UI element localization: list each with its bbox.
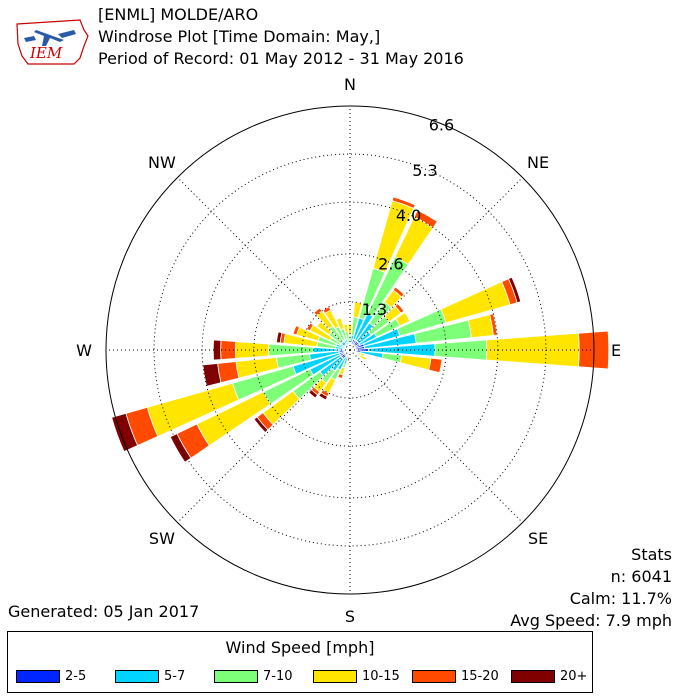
legend-label: 5-7 bbox=[164, 668, 186, 684]
stats-heading: Stats bbox=[631, 545, 672, 564]
wedge-60-10-15 bbox=[395, 312, 411, 327]
radial-tick-label-0: 1.3 bbox=[362, 300, 387, 319]
legend-label: 10-15 bbox=[362, 668, 400, 684]
legend-label: 15-20 bbox=[461, 668, 499, 684]
legend-item-20+: 20+ bbox=[511, 668, 587, 684]
legend: Wind Speed [mph] 2-5 5-7 7-10 10-15 15-20 20+ bbox=[7, 631, 593, 693]
wedge-260-20+ bbox=[202, 363, 222, 387]
windrose-wedges bbox=[111, 196, 610, 463]
legend-title: Wind Speed [mph] bbox=[225, 638, 375, 657]
grid-circle-3 bbox=[153, 153, 547, 547]
legend-item-7-10: 7-10 bbox=[214, 668, 293, 684]
wedge-80-10-15 bbox=[467, 314, 494, 339]
wedge-100-7-10 bbox=[381, 352, 402, 364]
radial-tick-label-4: 6.6 bbox=[429, 116, 454, 135]
wedge-210-20+ bbox=[318, 392, 329, 401]
wedge-220-20+ bbox=[308, 389, 319, 399]
title-station: [ENML] MOLDE/ARO bbox=[98, 5, 259, 24]
wedge-110-10-15 bbox=[359, 352, 365, 357]
radial-tick-label-3: 5.3 bbox=[412, 161, 437, 180]
wedge-10-10-15 bbox=[352, 301, 363, 319]
direction-label-e: E bbox=[611, 341, 621, 360]
wedge-80-15-20 bbox=[489, 313, 498, 336]
wedge-200-15-20 bbox=[337, 373, 344, 379]
generated-date: Generated: 05 Jan 2017 bbox=[8, 602, 200, 621]
direction-label-sw: SW bbox=[149, 529, 175, 548]
wedge-50-15-20 bbox=[394, 303, 405, 314]
legend-swatch bbox=[214, 669, 258, 683]
legend-swatch bbox=[115, 669, 159, 683]
grid-spoke-3 bbox=[349, 349, 523, 523]
wedge-100-10-15 bbox=[399, 354, 432, 371]
legend-item-5-7: 5-7 bbox=[115, 668, 185, 684]
legend-swatch bbox=[511, 669, 555, 683]
legend-swatch bbox=[313, 669, 357, 683]
radial-tick-label-2: 4.0 bbox=[396, 206, 421, 225]
direction-label-se: SE bbox=[528, 529, 548, 548]
chart-title: [ENML] MOLDE/ARO Windrose Plot [Time Dom… bbox=[98, 4, 464, 70]
stats-avg-speed: Avg Speed: 7.9 mph bbox=[510, 611, 672, 630]
legend-item-15-20: 15-20 bbox=[412, 668, 499, 684]
wedge-260-15-20 bbox=[217, 361, 240, 384]
title-plot-type: Windrose Plot [Time Domain: May,] bbox=[98, 27, 381, 46]
wedge-230-20+ bbox=[253, 416, 269, 434]
legend-label: 20+ bbox=[560, 668, 588, 684]
wedge-280-20+ bbox=[276, 331, 283, 344]
wedge-320-15-20 bbox=[313, 307, 323, 317]
direction-labels: N NE E SE S SW W NW bbox=[76, 75, 621, 626]
logo-text: IEM bbox=[29, 44, 63, 62]
wedge-270-10-15 bbox=[234, 341, 270, 359]
wedge-340-10-15 bbox=[335, 317, 345, 331]
direction-label-w: W bbox=[76, 341, 92, 360]
grid-spoke-1 bbox=[349, 177, 523, 351]
wedge-250-20+ bbox=[111, 412, 139, 453]
wedge-120-10-15 bbox=[358, 354, 368, 361]
radial-tick-labels: 1.3 2.6 4.0 5.3 6.6 bbox=[362, 116, 454, 319]
wedge-100-15-20 bbox=[428, 357, 443, 374]
wedge-350-10-15 bbox=[343, 323, 349, 333]
legend-item-10-15: 10-15 bbox=[313, 668, 400, 684]
direction-label-nw: NW bbox=[148, 153, 176, 172]
stats-count: n: 6041 bbox=[610, 567, 672, 586]
wedge-30-15-20 bbox=[413, 209, 438, 229]
wedge-290-15-20 bbox=[292, 325, 300, 336]
legend-label: 2-5 bbox=[65, 668, 87, 684]
outer-circle bbox=[105, 105, 595, 595]
legend-label: 7-10 bbox=[263, 668, 293, 684]
legend-item-2-5: 2-5 bbox=[16, 668, 86, 684]
iem-logo: IEM bbox=[14, 16, 90, 68]
stats-panel: Stats n: 6041 Calm: 11.7% Avg Speed: 7.9… bbox=[510, 544, 672, 632]
wedge-40-15-20 bbox=[392, 286, 405, 298]
stats-calm: Calm: 11.7% bbox=[569, 589, 672, 608]
legend-swatch bbox=[16, 669, 60, 683]
wedge-20-15-20 bbox=[391, 196, 416, 209]
legend-swatch bbox=[412, 669, 456, 683]
radial-tick-label-1: 2.6 bbox=[378, 255, 403, 274]
direction-label-s: S bbox=[345, 607, 355, 626]
wedge-70-10-15 bbox=[440, 281, 511, 324]
wedge-90-10-15 bbox=[485, 332, 580, 368]
grid-circle-2 bbox=[201, 201, 499, 499]
wedge-310-10-15 bbox=[316, 321, 333, 336]
title-period: Period of Record: 01 May 2012 - 31 May 2… bbox=[98, 49, 464, 68]
grid-spoke-5 bbox=[177, 349, 351, 523]
wedge-70-20+ bbox=[507, 276, 522, 304]
direction-label-ne: NE bbox=[527, 153, 549, 172]
grid-spoke-7 bbox=[177, 177, 351, 351]
direction-label-n: N bbox=[344, 75, 356, 94]
radial-grid bbox=[106, 106, 594, 594]
